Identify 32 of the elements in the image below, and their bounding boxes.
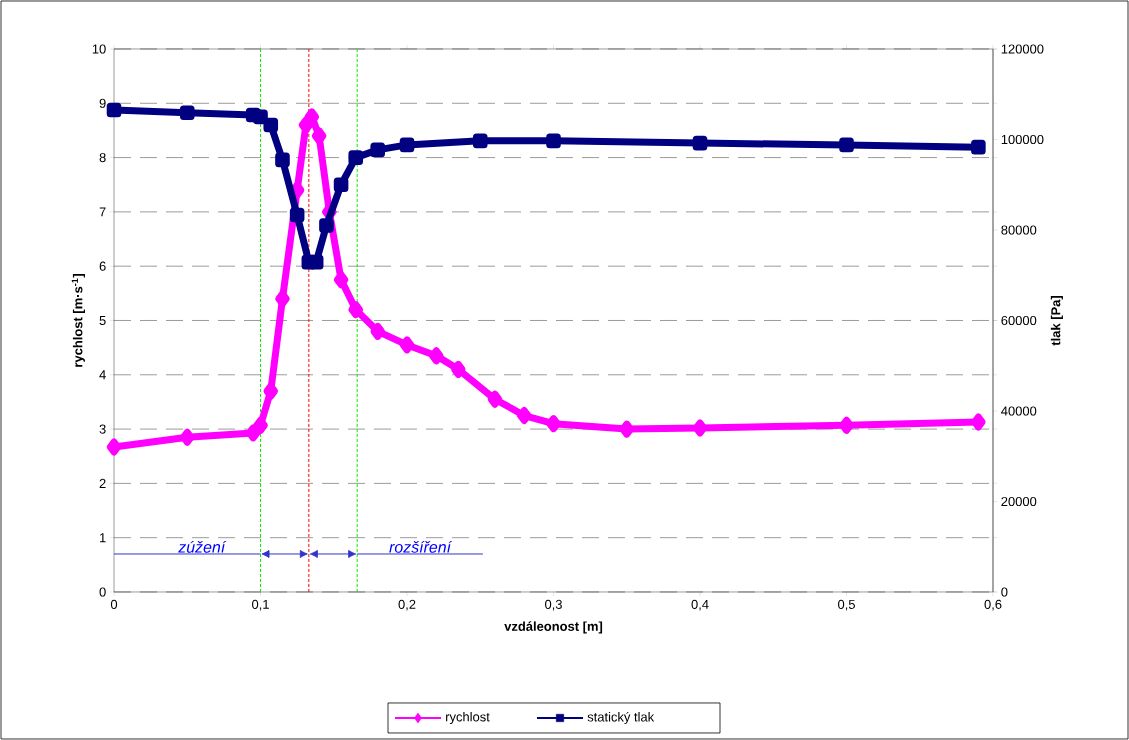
- x-tick-label: 0,2: [398, 599, 416, 611]
- y-tick-label: 3: [99, 424, 106, 434]
- y2-tick-label: 0: [1001, 587, 1008, 597]
- annotation: rozšíření: [389, 540, 453, 553]
- legend-label: rychlost: [446, 711, 490, 725]
- y-tick-label: 7: [99, 207, 106, 217]
- annotation: zúžení: [178, 540, 227, 553]
- x-tick-label: 0,5: [838, 599, 855, 611]
- y2-tick-label: 20000: [1001, 496, 1037, 507]
- y2-tick-label: 60000: [1001, 315, 1037, 326]
- y-axis-title: rychlost [m·s$^{-1}$]: [71, 274, 85, 367]
- y-tick-label: 4: [99, 370, 106, 380]
- x-tick-label: 0,6: [984, 599, 1002, 611]
- y-tick-label: 1: [100, 533, 106, 543]
- y-tick-label: 0: [99, 587, 106, 597]
- x-tick-label: 0: [110, 599, 118, 609]
- y2-axis-title: tlak [Pa]: [1050, 296, 1063, 346]
- legend-label: statický tlak: [587, 711, 655, 725]
- x-tick-label: 0,4: [691, 599, 709, 611]
- y-tick-label: 6: [99, 261, 106, 271]
- y2-tick-label: 100000: [1001, 134, 1044, 145]
- y-tick-label: 8: [99, 152, 106, 163]
- y-tick-label: 9: [99, 98, 106, 108]
- x-axis-title: vzdáleonost [m]: [504, 621, 603, 634]
- y-tick-label: 10: [92, 44, 106, 54]
- y-tick-label: 5: [99, 315, 106, 325]
- y2-tick-label: 40000: [1001, 406, 1037, 416]
- x-tick-label: 0,3: [545, 599, 562, 611]
- y2-tick-label: 80000: [1001, 225, 1037, 235]
- x-tick-label: 0,1: [252, 599, 269, 611]
- y2-tick-label: 120000: [1001, 44, 1044, 54]
- y-tick-label: 2: [99, 478, 106, 488]
